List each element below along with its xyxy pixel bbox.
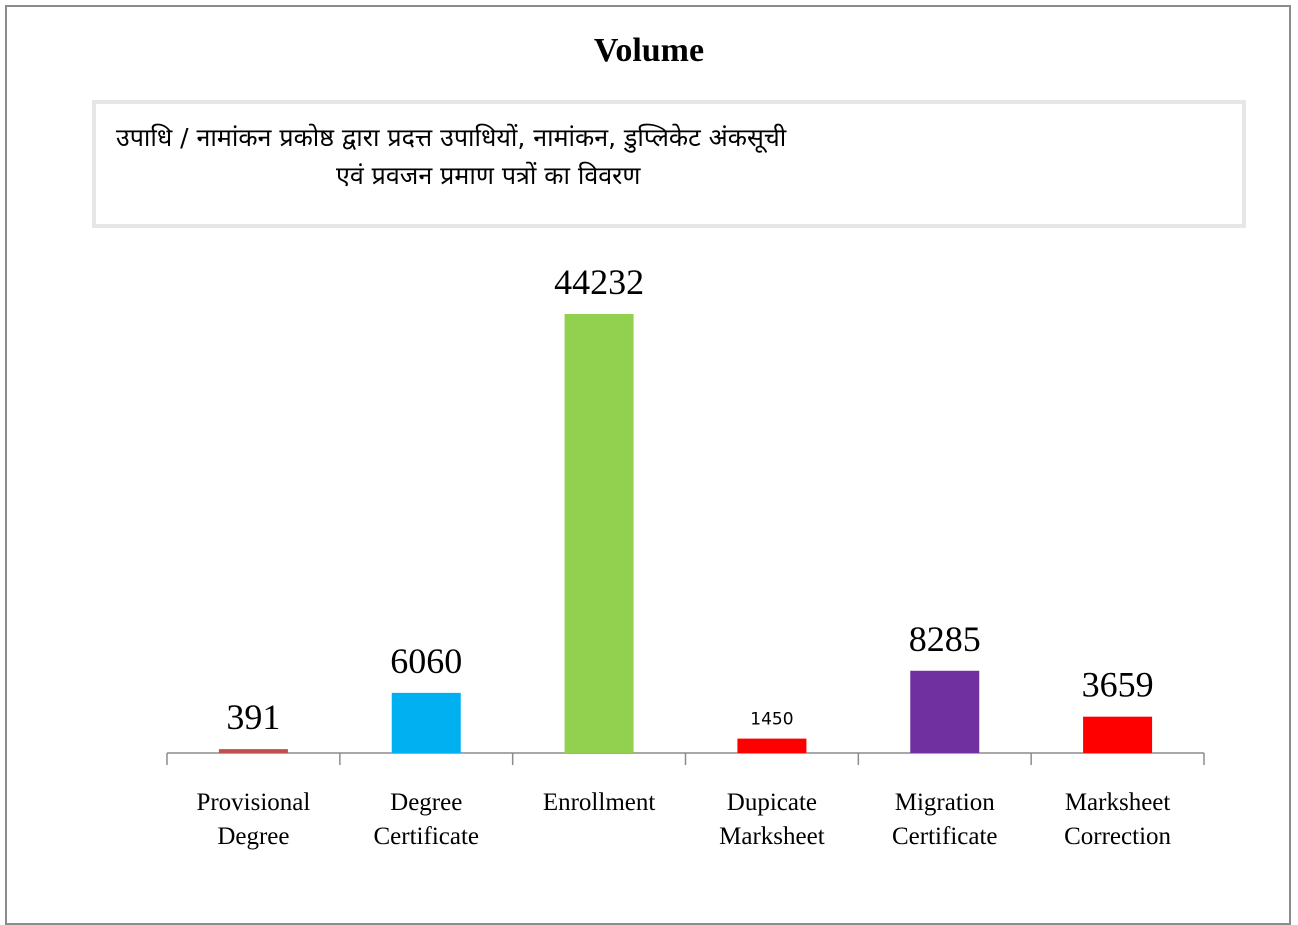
x-tick-label: Enrollment [542,789,656,816]
value-label: 1450 [750,710,793,730]
x-tick-label: Degree Certificate [373,789,480,850]
value-label: 3659 [1082,665,1154,705]
x-tick-label: Marksheet Correction [1064,789,1172,850]
chart-title: Volume [593,32,705,69]
value-label: 8285 [909,619,981,659]
bar [737,738,807,753]
value-label: 6060 [390,641,462,681]
subtitle-line: उपाधि / नामांकन प्रकोष्ठ द्वारा प्रदत्त … [116,123,787,152]
bar [910,670,980,753]
x-tick-label: Migration Certificate [892,789,998,850]
value-label: 391 [226,697,280,737]
value-label: 44232 [554,262,644,302]
subtitle-line: एवं प्रवजन प्रमाण पत्रों का विवरण [336,161,641,190]
x-tick-label: Provisional Degree [196,789,311,850]
bar [218,749,288,753]
bar [391,692,461,753]
bar [564,314,634,753]
bar [1083,716,1153,753]
subtitle-box: उपाधि / नामांकन प्रकोष्ठ द्वारा प्रदत्त … [92,100,1246,228]
x-tick-label: Dupicate Marksheet [719,789,825,850]
